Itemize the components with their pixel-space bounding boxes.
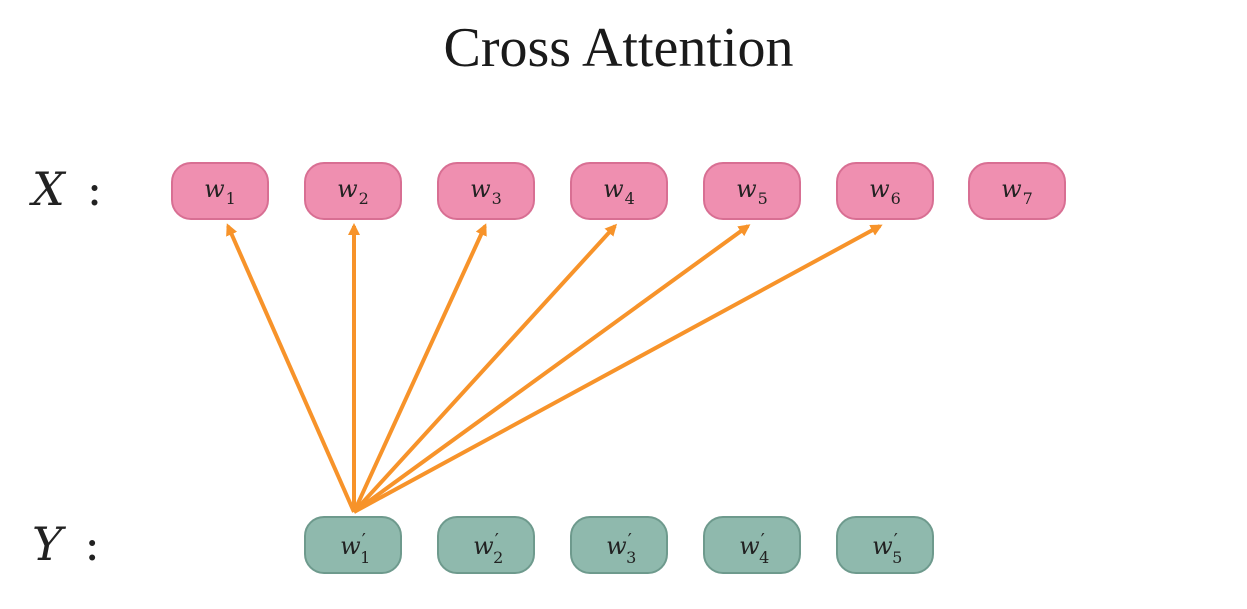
token-y-5-base: w bbox=[872, 532, 893, 560]
token-x-1: w1 bbox=[171, 162, 269, 220]
token-y-5-prime: ′ bbox=[893, 530, 898, 551]
token-y-2-subscript: 2 bbox=[493, 548, 504, 567]
row-label-y-colon: : bbox=[84, 517, 100, 571]
token-x-3: w3 bbox=[437, 162, 535, 220]
token-x-3-base: w bbox=[470, 174, 491, 203]
token-x-1-base: w bbox=[204, 174, 225, 203]
token-y-4-subscript: 4 bbox=[759, 548, 770, 567]
row-label-x-colon: : bbox=[86, 162, 103, 216]
arrow-y1-to-x4 bbox=[352, 223, 618, 514]
token-x-4-base: w bbox=[603, 174, 624, 203]
arrow-y1-to-x1 bbox=[226, 223, 356, 513]
token-y-2-base: w bbox=[473, 532, 494, 560]
token-y-3-subscript: 3 bbox=[626, 548, 637, 567]
token-x-2-base: w bbox=[337, 174, 358, 203]
token-y-3-base: w bbox=[606, 532, 627, 560]
token-y-4-prime: ′ bbox=[760, 530, 765, 551]
token-x-5-base: w bbox=[736, 174, 757, 203]
token-x-2-subscript: 2 bbox=[358, 188, 369, 208]
row-label-y-letter: Y bbox=[32, 517, 63, 571]
token-y-3: w′ 3 bbox=[570, 516, 668, 574]
diagram-title: Cross Attention bbox=[443, 17, 794, 79]
token-y-4-base: w bbox=[739, 532, 760, 560]
token-x-7-subscript: 7 bbox=[1022, 188, 1033, 208]
token-x-3-subscript: 3 bbox=[491, 188, 502, 208]
token-y-1-subscript: 1 bbox=[360, 548, 371, 567]
token-x-6: w6 bbox=[836, 162, 934, 220]
row-label-x-letter: X bbox=[32, 162, 65, 216]
token-x-1-subscript: 1 bbox=[225, 188, 236, 208]
token-y-4: w′ 4 bbox=[703, 516, 801, 574]
token-y-1-prime: ′ bbox=[361, 530, 366, 551]
token-x-7: w7 bbox=[968, 162, 1066, 220]
token-y-1: w′ 1 bbox=[304, 516, 402, 574]
token-y-2: w′ 2 bbox=[437, 516, 535, 574]
token-x-6-subscript: 6 bbox=[890, 188, 901, 208]
token-x-6-base: w bbox=[869, 174, 890, 203]
token-x-4-subscript: 4 bbox=[624, 188, 635, 208]
row-label-y: Y: bbox=[32, 517, 100, 571]
token-x-4: w4 bbox=[570, 162, 668, 220]
token-y-2-prime: ′ bbox=[494, 530, 499, 551]
arrow-y1-to-x6 bbox=[353, 224, 883, 514]
arrow-y1-to-x5 bbox=[352, 224, 751, 514]
token-y-1-base: w bbox=[340, 532, 361, 560]
token-y-5-subscript: 5 bbox=[892, 548, 903, 567]
token-x-7-base: w bbox=[1001, 174, 1022, 203]
token-x-2: w2 bbox=[304, 162, 402, 220]
arrow-y1-to-x3 bbox=[352, 223, 487, 513]
token-x-5: w5 bbox=[703, 162, 801, 220]
token-x-5-subscript: 5 bbox=[757, 188, 768, 208]
token-y-3-prime: ′ bbox=[627, 530, 632, 551]
row-label-x: X: bbox=[32, 162, 102, 216]
token-y-5: w′ 5 bbox=[836, 516, 934, 574]
